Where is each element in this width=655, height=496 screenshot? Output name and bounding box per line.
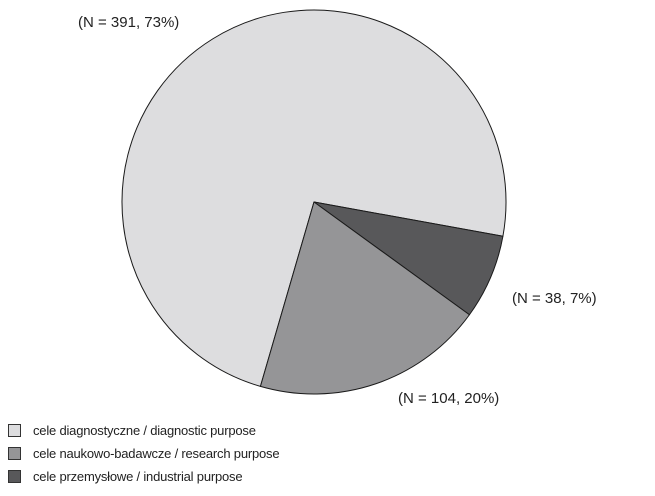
legend-label-research: cele naukowo-badawcze / research purpose (33, 445, 280, 461)
legend-item-diagnostic: cele diagnostyczne / diagnostic purpose (8, 420, 279, 440)
slice-label-research: (N = 104, 20%) (398, 390, 499, 407)
legend-label-industrial: cele przemysłowe / industrial purpose (33, 468, 243, 484)
legend-swatch-diagnostic (8, 423, 21, 437)
legend-swatch-research (8, 446, 21, 460)
legend: cele diagnostyczne / diagnostic purpose … (8, 420, 280, 489)
legend-swatch-industrial (8, 469, 21, 483)
legend-item-industrial: cele przemysłowe / industrial purpose (8, 466, 279, 486)
slice-label-diagnostic: (N = 391, 73%) (78, 14, 179, 31)
legend-label-diagnostic: cele diagnostyczne / diagnostic purpose (33, 422, 256, 438)
pie-slice-research (259, 201, 470, 395)
slice-label-industrial: (N = 38, 7%) (512, 290, 597, 307)
legend-item-research: cele naukowo-badawcze / research purpose (8, 443, 280, 463)
pie-slice-diagnostic (121, 9, 507, 387)
